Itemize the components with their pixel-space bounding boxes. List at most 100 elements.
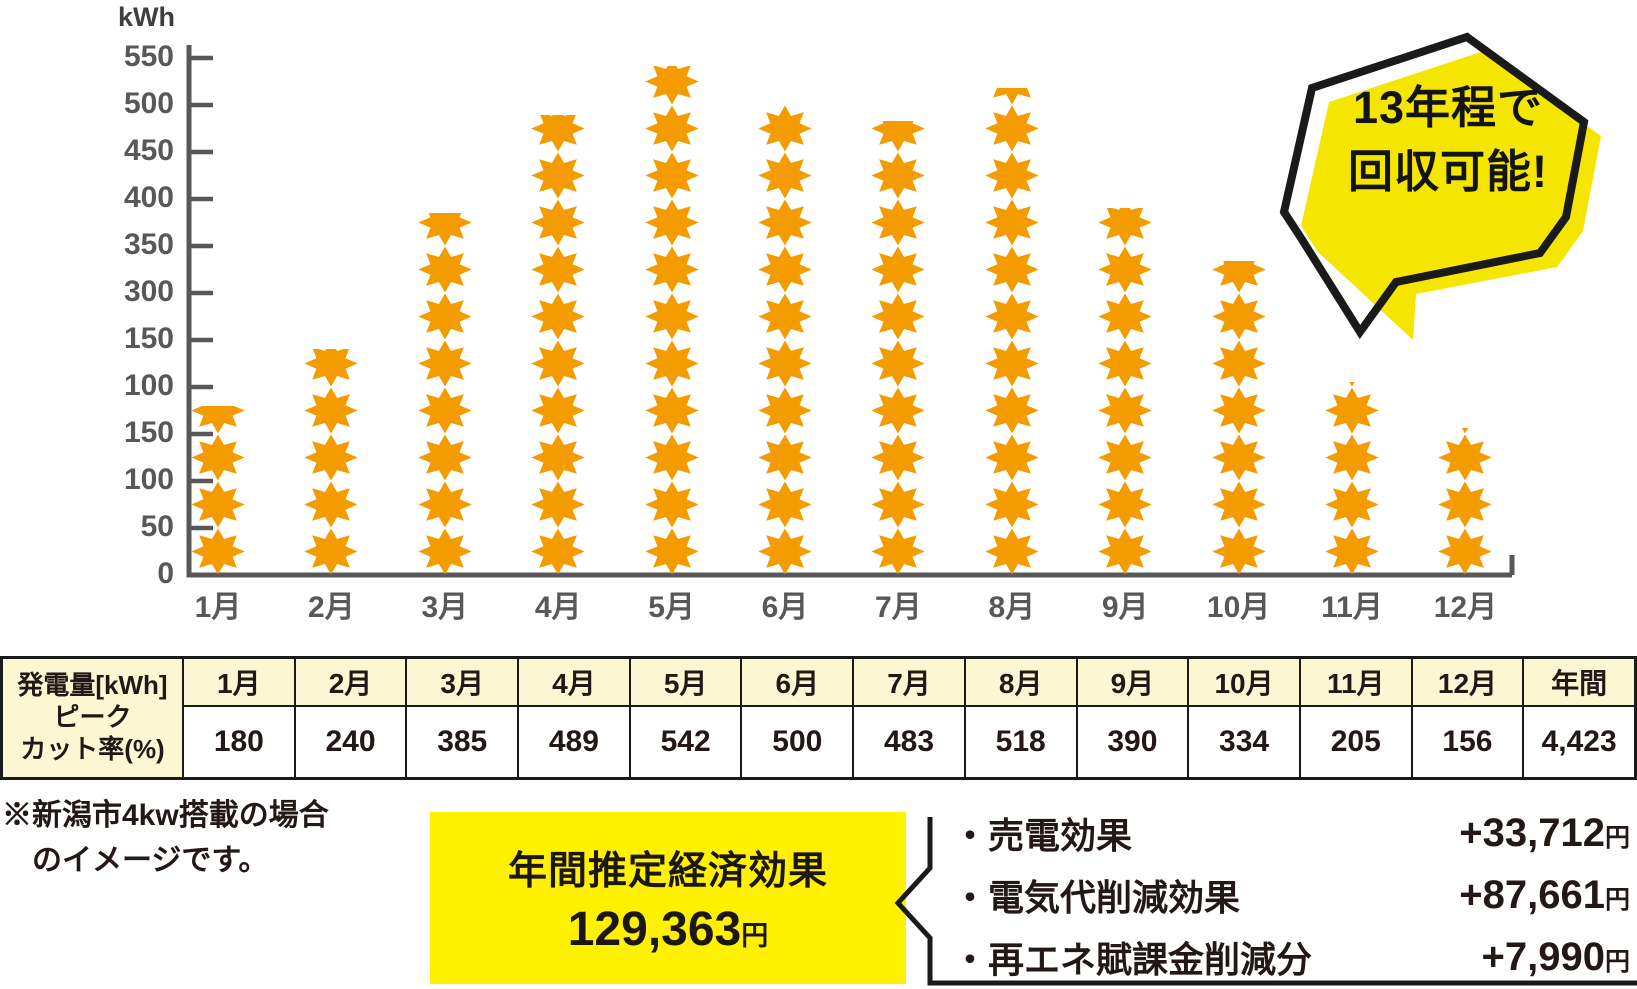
y-tick-label: 550	[123, 40, 174, 73]
payback-callout-bubble	[1279, 32, 1601, 340]
table-header-cell: 1月	[184, 659, 294, 705]
sun-icon	[984, 105, 1040, 152]
sun-icon	[190, 528, 246, 575]
month-label: 11月	[1321, 591, 1383, 624]
bar-column-1month	[190, 406, 246, 575]
month-label: 9月	[1101, 591, 1149, 624]
y-tick-label: 500	[123, 87, 174, 120]
economic-effect-amount: 129,363円	[568, 902, 769, 957]
row-header-line-1: 発電量[kWh]	[17, 670, 168, 701]
table-value-cell: 205	[1300, 707, 1411, 777]
sun-icon	[1097, 340, 1153, 387]
sun-icon	[417, 481, 473, 528]
table-header-cell: 6月	[742, 659, 853, 705]
breakdown-label: ・売電効果	[952, 815, 1133, 856]
sun-icon	[303, 434, 359, 481]
y-tick-label: 100	[123, 463, 174, 496]
sun-icon	[303, 481, 359, 528]
bar-column-2month	[303, 349, 359, 575]
month-label: 2月	[308, 591, 355, 624]
sun-icon	[1211, 528, 1267, 575]
sun-icon	[644, 293, 700, 340]
sun-icon	[303, 528, 359, 575]
sun-icon	[870, 121, 926, 152]
row-header-line-3: カット率(%)	[20, 733, 165, 764]
sun-icon	[303, 349, 359, 387]
sun-icon	[417, 528, 473, 575]
table-header-cell: 11月	[1300, 659, 1411, 705]
sun-icon	[417, 246, 473, 293]
sun-icon	[530, 340, 586, 387]
sun-icon	[644, 246, 700, 293]
sun-icon	[757, 434, 813, 481]
sun-icon	[1211, 387, 1267, 434]
table-header-cell: 10月	[1189, 659, 1299, 705]
sun-icon	[984, 481, 1040, 528]
y-tick-label: 100	[123, 369, 174, 402]
sun-icon	[417, 293, 473, 340]
month-label: 3月	[421, 591, 469, 624]
generation-bar-chart: kWh 550 500 450 400 350 300 150 100 150 100 50 0 1月…	[118, 2, 1515, 624]
bar-column-8month	[984, 88, 1040, 575]
bar-column-7month	[870, 121, 926, 575]
month-label: 7月	[875, 591, 922, 624]
list-item: ・売電効果 +33,712円	[952, 802, 1630, 864]
sun-icon	[190, 434, 246, 481]
table-row-header: 発電量[kWh] ピーク カット率(%)	[3, 659, 182, 777]
table-header-cell: 8月	[965, 659, 1076, 705]
y-tick-label: 150	[123, 416, 174, 449]
sun-icon	[870, 481, 926, 528]
sun-icon	[984, 293, 1040, 340]
sun-icon	[1211, 434, 1267, 481]
sun-icon	[644, 199, 700, 246]
sun-icon	[1097, 481, 1153, 528]
sun-icon	[644, 434, 700, 481]
table-header-cell: 2月	[295, 659, 406, 705]
sun-icon	[757, 199, 813, 246]
y-tick-label: 300	[123, 275, 174, 308]
sun-icon	[644, 387, 700, 434]
table-value-cell: 156	[1412, 707, 1523, 777]
table-value-cell: 385	[407, 707, 518, 777]
sun-icon	[1437, 481, 1493, 528]
list-item: ・再エネ賦課金削減分 +7,990円	[952, 926, 1630, 988]
y-axis-unit-label: kWh	[118, 2, 175, 32]
sun-icon	[757, 528, 813, 575]
table-header-cell: 4月	[519, 659, 629, 705]
sun-icon	[1324, 434, 1380, 481]
sun-icon	[644, 105, 700, 152]
list-item: ・電気代削減効果 +87,661円	[952, 864, 1630, 926]
bar-column-6month	[757, 105, 813, 575]
sun-icon	[190, 481, 246, 528]
bubble-outline-shape	[1279, 32, 1589, 340]
sun-icon	[984, 88, 1040, 105]
row-header-line-2: ピーク	[53, 702, 132, 733]
sun-icon	[1324, 387, 1380, 434]
sun-icon	[644, 528, 700, 575]
sun-icon	[757, 105, 813, 152]
sun-icon	[1097, 208, 1153, 246]
table-header-cell: 5月	[630, 659, 741, 705]
month-label: 1月	[194, 591, 242, 624]
table-value-cell: 4,423	[1524, 707, 1634, 777]
sun-icon	[984, 199, 1040, 246]
table-value-cell: 240	[295, 707, 406, 777]
sun-icon	[644, 481, 700, 528]
month-label: 12月	[1433, 591, 1498, 624]
month-label: 5月	[648, 591, 695, 624]
y-tick-label: 400	[123, 181, 174, 214]
sun-icon	[757, 152, 813, 199]
sun-icon	[530, 152, 586, 199]
y-tick-label: 0	[157, 557, 174, 590]
sun-icon	[757, 481, 813, 528]
sun-icon	[984, 434, 1040, 481]
sun-icon	[870, 434, 926, 481]
sun-icon	[1097, 434, 1153, 481]
table-value-cell: 390	[1077, 707, 1188, 777]
y-tick-label: 450	[123, 134, 174, 167]
sun-icon	[1211, 481, 1267, 528]
sun-icon	[417, 387, 473, 434]
sun-icon	[870, 340, 926, 387]
sun-icon	[417, 213, 473, 246]
breakdown-value: +87,661円	[1459, 872, 1630, 917]
